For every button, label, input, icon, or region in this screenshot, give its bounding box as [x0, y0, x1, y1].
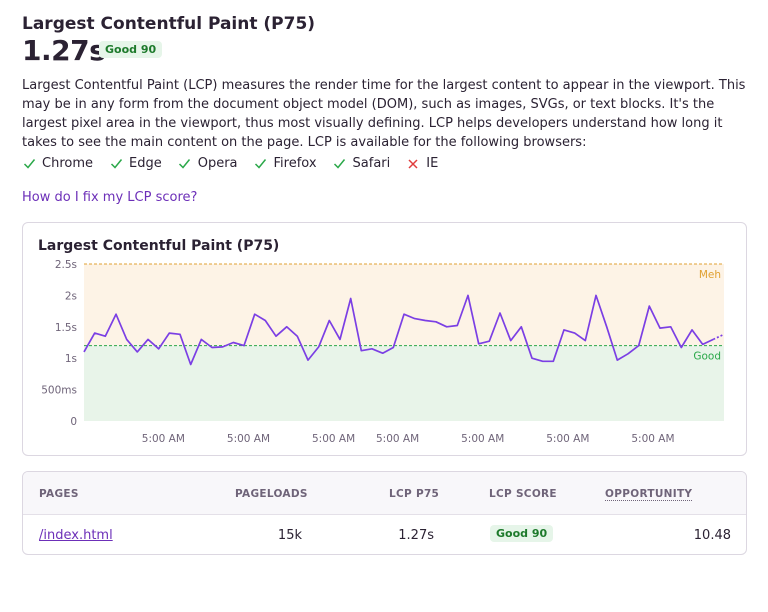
checkmark-icon: [109, 157, 123, 171]
lcp-description: Largest Contentful Paint (LCP) measures …: [22, 78, 746, 150]
col-header-pages[interactable]: PAGES: [39, 488, 79, 500]
y-tick-label: 1s: [65, 353, 77, 365]
lcp-chart: Meh Good 0 500ms 1s 1.5s 2s 2.5s 5:00 AM 5:00 AM 5…: [41, 259, 725, 445]
x-tick-label: 5:00 AM: [227, 433, 270, 445]
x-tick-label: 5:00 AM: [312, 433, 355, 445]
lcp-chart-card: Largest Contentful Paint (P75) Meh Good 0 5…: [22, 222, 747, 456]
y-tick-label: 2.5s: [55, 259, 77, 271]
page-title: Largest Contentful Paint (P75): [22, 14, 316, 34]
browser-safari: Safari: [333, 156, 391, 171]
x-tick-label: 5:00 AM: [546, 433, 589, 445]
page-link[interactable]: /index.html: [39, 528, 113, 543]
browser-label: Firefox: [273, 156, 317, 171]
col-header-pageloads[interactable]: PAGELOADS: [235, 488, 308, 500]
meh-label: Meh: [699, 269, 721, 281]
browser-support-list: Chrome Edge Opera Firefox Safari IE: [22, 156, 454, 171]
opportunity-cell: 10.48: [693, 528, 731, 543]
pages-table: PAGES PAGELOADS LCP P75 LCP SCORE OPPORT…: [22, 471, 747, 555]
y-tick-label: 0: [70, 416, 77, 428]
chart-title: Largest Contentful Paint (P75): [38, 238, 280, 254]
lcp-value: 1.27s: [22, 34, 106, 67]
col-header-lcp-p75[interactable]: LCP P75: [389, 488, 440, 500]
browser-chrome: Chrome: [22, 156, 93, 171]
status-badge: Good 90: [99, 41, 163, 58]
lcp-p75-cell: 1.27s: [398, 528, 434, 543]
lcp-series-incomplete-line: [712, 333, 725, 341]
checkmark-icon: [333, 157, 347, 171]
x-tick-label: 5:00 AM: [631, 433, 674, 445]
x-tick-label: 5:00 AM: [461, 433, 504, 445]
pageloads-cell: 15k: [277, 528, 302, 543]
checkmark-icon: [22, 157, 36, 171]
y-tick-label: 1.5s: [55, 322, 77, 334]
browser-label: Chrome: [42, 156, 93, 171]
table-header: PAGES PAGELOADS LCP P75 LCP SCORE OPPORT…: [23, 472, 746, 515]
x-icon: [406, 157, 420, 171]
col-header-lcp-score[interactable]: LCP SCORE: [489, 488, 557, 500]
x-tick-label: 5:00 AM: [376, 433, 419, 445]
meh-zone: [84, 264, 724, 346]
y-tick-label: 2s: [65, 290, 77, 302]
browser-edge: Edge: [109, 156, 162, 171]
checkmark-icon: [254, 157, 268, 171]
lcp-series-line: [83, 294, 714, 366]
browser-label: Edge: [129, 156, 162, 171]
fix-lcp-link[interactable]: How do I fix my LCP score?: [22, 190, 198, 205]
browser-label: Safari: [352, 156, 391, 171]
browser-ie: IE: [406, 156, 438, 171]
lcp-score-badge: Good 90: [490, 525, 554, 542]
col-header-opportunity[interactable]: OPPORTUNITY: [605, 488, 693, 500]
y-tick-label: 500ms: [41, 385, 77, 397]
browser-opera: Opera: [178, 156, 238, 171]
browser-firefox: Firefox: [254, 156, 317, 171]
browser-label: IE: [426, 156, 439, 171]
x-tick-label: 5:00 AM: [142, 433, 185, 445]
browser-label: Opera: [197, 156, 238, 171]
good-zone: [84, 345, 724, 421]
checkmark-icon: [178, 157, 192, 171]
good-label: Good: [693, 351, 721, 363]
